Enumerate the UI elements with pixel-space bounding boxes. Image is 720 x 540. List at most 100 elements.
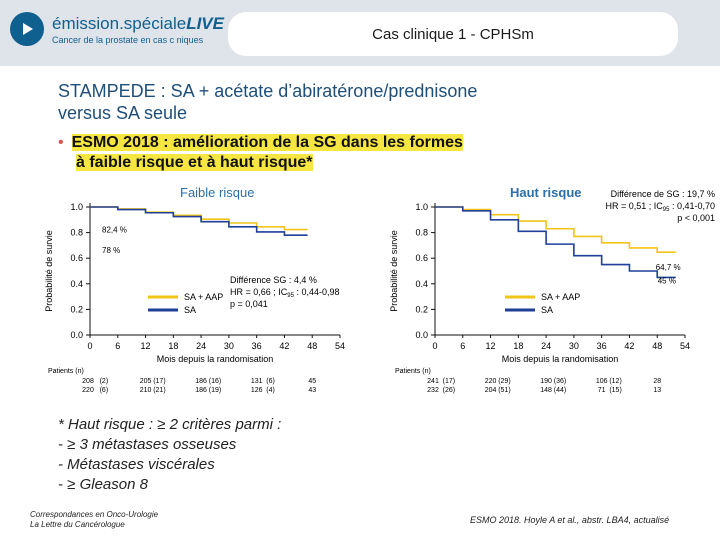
chart-haut-risque: Haut risque Probabilité de survie 0.0 0.2 0.…: [385, 185, 720, 405]
series-line-sa: [90, 206, 308, 236]
x-tick-label: 48: [307, 341, 317, 351]
bullet-icon: •: [58, 134, 64, 151]
x-tick-label: 18: [168, 341, 178, 351]
at-risk-cell: 148: [540, 387, 552, 394]
at-risk-cell: 126: [251, 387, 263, 394]
x-tick-label: 6: [460, 341, 465, 351]
at-risk-cell: (26): [443, 387, 455, 394]
x-tick-label: 30: [224, 341, 234, 351]
header-banner: émission.spécialeLIVE Cancer de la prost…: [0, 0, 720, 66]
at-risk-cell: (4): [266, 387, 275, 394]
value-label: 78 %: [102, 246, 120, 255]
y-axis-label: Probabilité de survie: [44, 230, 54, 312]
at-risk-cell: 208: [82, 378, 94, 385]
x-tick-label: 18: [513, 341, 523, 351]
at-risk-label: Patients (n): [48, 368, 84, 375]
legend-label: SA: [184, 305, 196, 315]
series-line-sa: [435, 206, 676, 279]
stats-line: p = 0,041: [230, 299, 268, 309]
x-axis-label: Mois depuis la randomisation: [157, 354, 274, 364]
y-tick-label: 0.6: [415, 253, 428, 263]
x-tick-label: 12: [141, 341, 151, 351]
x-tick-label: 48: [652, 341, 662, 351]
brand-subtitle: Cancer de la prostate en cas c niques: [52, 34, 204, 45]
slide-title: STAMPEDE : SA + acétate d’abiratérone/pr…: [58, 81, 478, 123]
x-tick-label: 0: [432, 341, 437, 351]
at-risk-cell: (2): [100, 378, 109, 385]
x-tick-label: 12: [486, 341, 496, 351]
at-risk-label: Patients (n): [395, 368, 431, 375]
y-tick-label: 1.0: [415, 202, 428, 212]
stats-line: HR = 0,66 ; IC95 : 0,44-0,98: [230, 287, 340, 299]
stats-line: Différence SG : 4,4 %: [230, 275, 317, 285]
at-risk-cell: 205: [140, 378, 152, 385]
at-risk-cell: 71: [598, 387, 606, 394]
y-tick-label: 0.4: [70, 279, 83, 289]
y-tick-label: 0.2: [415, 304, 428, 314]
at-risk-cell: 45: [308, 378, 316, 385]
y-tick-label: 0.6: [70, 253, 83, 263]
x-tick-label: 30: [569, 341, 579, 351]
case-title: Cas clinique 1 - CPHSm: [228, 12, 678, 56]
chart-title: Haut risque: [510, 185, 582, 200]
x-tick-label: 54: [335, 341, 345, 351]
at-risk-cell: 220: [485, 378, 497, 385]
at-risk-cell: (29): [498, 378, 510, 385]
series-line-sa-aap: [435, 206, 676, 253]
at-risk-cell: (44): [554, 387, 566, 394]
x-tick-label: 42: [279, 341, 289, 351]
y-tick-label: 1.0: [70, 202, 83, 212]
footer-source: Correspondances en Onco-Urologie La Lett…: [30, 510, 159, 529]
footer-reference: ESMO 2018. Hoyle A et al., abstr. LBA4, …: [470, 515, 670, 525]
y-tick-label: 0.8: [70, 228, 83, 238]
x-tick-label: 24: [541, 341, 551, 351]
chart-faible-risque: Faible risque Probabilité de survie 0.0 0.2…: [40, 185, 380, 405]
at-risk-cell: 28: [653, 378, 661, 385]
x-tick-label: 24: [196, 341, 206, 351]
at-risk-cell: 186: [195, 378, 207, 385]
at-risk-cell: (6): [266, 378, 275, 385]
at-risk-cell: 241: [427, 378, 439, 385]
stats-line: Différence de SG : 19,7 %: [611, 189, 715, 199]
footnote: * Haut risque : ≥ 2 critères parmi : - ≥…: [58, 416, 282, 493]
value-label: 82,4 %: [102, 226, 127, 235]
at-risk-cell: (6): [100, 387, 109, 394]
at-risk-cell: 186: [195, 387, 207, 394]
at-risk-cell: (17): [443, 378, 455, 385]
at-risk-cell: 204: [485, 387, 497, 394]
at-risk-cell: (36): [554, 378, 566, 385]
at-risk-cell: 220: [82, 387, 94, 394]
at-risk-cell: 210: [140, 387, 152, 394]
y-tick-label: 0.2: [70, 304, 83, 314]
at-risk-cell: (15): [609, 387, 621, 394]
chart-title: Faible risque: [180, 185, 254, 200]
brand-name: émission.spécialeLIVE: [52, 13, 224, 33]
at-risk-cell: 232: [427, 387, 439, 394]
stats-line: HR = 0,51 ; IC95 : 0,41-0,70: [605, 201, 715, 213]
legend-label: SA: [541, 305, 553, 315]
x-axis-label: Mois depuis la randomisation: [502, 354, 619, 364]
at-risk-cell: 131: [251, 378, 263, 385]
value-label: 45 %: [658, 276, 676, 285]
stats-line: p < 0,001: [677, 213, 715, 223]
value-label: 64,7 %: [656, 263, 681, 272]
legend-label: SA + AAP: [184, 292, 223, 302]
x-tick-label: 6: [115, 341, 120, 351]
x-tick-label: 0: [87, 341, 92, 351]
play-icon: [10, 12, 44, 46]
x-tick-label: 36: [597, 341, 607, 351]
at-risk-cell: (17): [153, 378, 165, 385]
at-risk-cell: 106: [596, 378, 608, 385]
at-risk-cell: (12): [609, 378, 621, 385]
at-risk-cell: 13: [653, 387, 661, 394]
bullet-point: • ESMO 2018 : amélioration de la SG dans …: [58, 134, 463, 171]
y-tick-label: 0.0: [70, 330, 83, 340]
y-axis-label: Probabilité de survie: [389, 230, 399, 312]
at-risk-cell: (19): [209, 387, 221, 394]
at-risk-cell: 43: [308, 387, 316, 394]
at-risk-cell: 190: [540, 378, 552, 385]
y-tick-label: 0.0: [415, 330, 428, 340]
y-tick-label: 0.4: [415, 279, 428, 289]
logo: émission.spécialeLIVE Cancer de la prost…: [10, 12, 224, 46]
x-tick-label: 42: [624, 341, 634, 351]
